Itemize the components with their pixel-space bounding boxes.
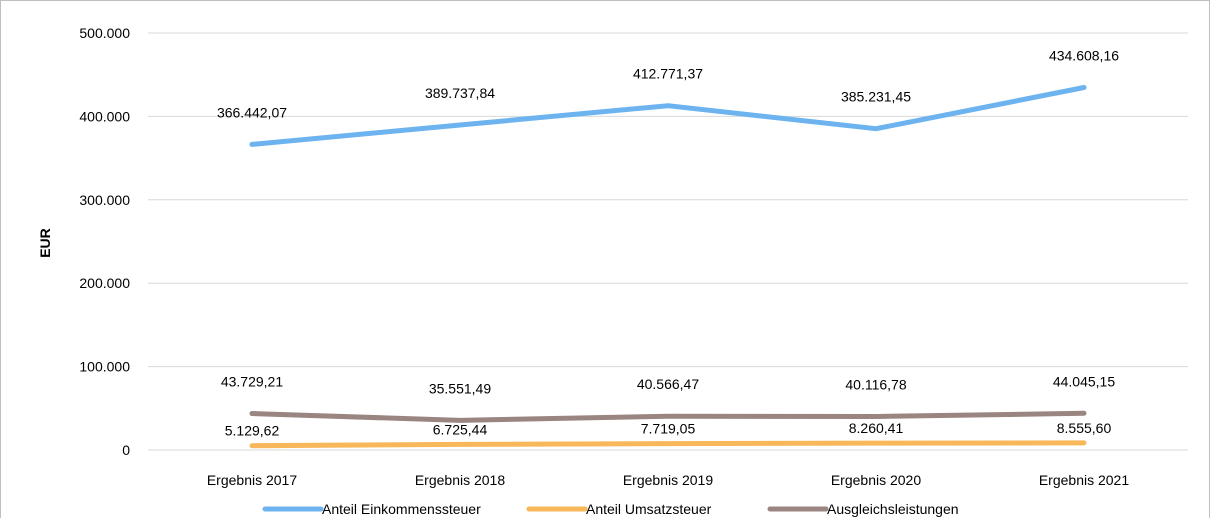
data-label: 40.116,78 bbox=[845, 377, 906, 393]
y-axis-ticks: 0 100.000 200.000 300.000 400.000 500.000 bbox=[79, 25, 130, 458]
data-label: 7.719,05 bbox=[641, 421, 696, 437]
data-label: 44.045,15 bbox=[1053, 373, 1115, 389]
data-label: 385.231,45 bbox=[841, 89, 911, 105]
y-tick-label: 300.000 bbox=[79, 192, 130, 208]
legend: Anteil Einkommenssteuer Anteil Umsatzsteu… bbox=[262, 501, 959, 517]
data-label: 8.260,41 bbox=[849, 420, 904, 436]
data-label: 412.771,37 bbox=[633, 66, 703, 82]
x-tick-label: Ergebnis 2018 bbox=[415, 472, 506, 488]
series-line-2 bbox=[249, 410, 1087, 423]
series-line-1 bbox=[249, 440, 1087, 449]
series-line-0 bbox=[249, 85, 1087, 147]
y-tick-label: 0 bbox=[122, 442, 130, 458]
data-label: 389.737,84 bbox=[425, 85, 495, 101]
y-axis-label: EUR bbox=[37, 228, 53, 258]
y-tick-label: 500.000 bbox=[79, 25, 130, 41]
y-tick-label: 100.000 bbox=[79, 359, 130, 375]
data-label: 6.725,44 bbox=[433, 421, 488, 437]
data-labels: 366.442,07 389.737,84 412.771,37 385.231,45… bbox=[217, 48, 1119, 439]
legend-label: Anteil Einkommenssteuer bbox=[322, 501, 481, 517]
data-label: 35.551,49 bbox=[429, 380, 491, 396]
y-tick-label: 200.000 bbox=[79, 275, 130, 291]
data-label: 8.555,60 bbox=[1057, 420, 1112, 436]
data-label: 366.442,07 bbox=[217, 104, 287, 120]
data-label: 40.566,47 bbox=[637, 376, 699, 392]
x-tick-label: Ergebnis 2021 bbox=[1039, 472, 1130, 488]
y-tick-label: 400.000 bbox=[79, 108, 130, 124]
series-lines bbox=[249, 85, 1087, 449]
gridlines bbox=[148, 32, 1188, 451]
x-axis-ticks: Ergebnis 2017 Ergebnis 2018 Ergebnis 2019 E… bbox=[207, 472, 1130, 488]
legend-label: Ausgleichsleistungen bbox=[827, 501, 959, 517]
data-label: 5.129,62 bbox=[225, 423, 280, 439]
x-tick-label: Ergebnis 2019 bbox=[623, 472, 714, 488]
data-label: 434.608,16 bbox=[1049, 48, 1119, 64]
x-tick-label: Ergebnis 2017 bbox=[207, 472, 298, 488]
legend-label: Anteil Umsatzsteuer bbox=[586, 501, 712, 517]
data-label: 43.729,21 bbox=[221, 374, 283, 390]
x-tick-label: Ergebnis 2020 bbox=[831, 472, 922, 488]
